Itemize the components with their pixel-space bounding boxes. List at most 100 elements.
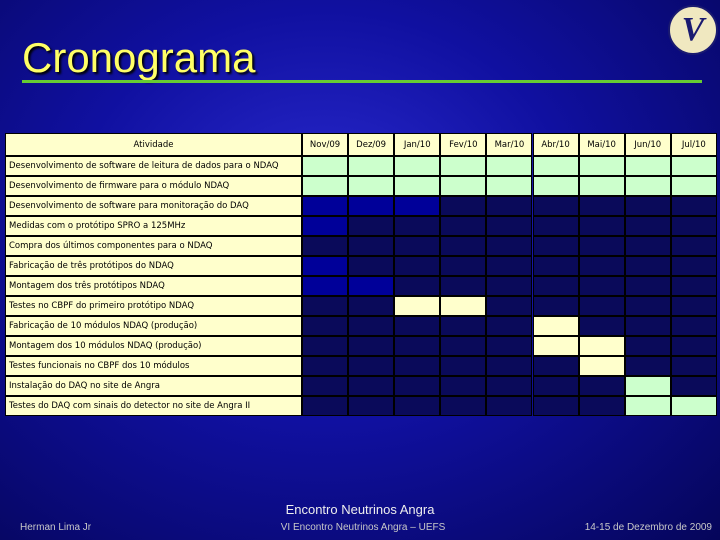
month-cell — [624, 396, 671, 416]
month-cell — [486, 216, 533, 236]
activity-cell: Fabricação de três protótipos do NDAQ — [5, 256, 302, 276]
column-header: Jun/10 — [624, 133, 671, 156]
month-cell — [624, 216, 671, 236]
month-cell — [532, 256, 579, 276]
column-header: Atividade — [5, 133, 302, 156]
month-cell — [486, 356, 533, 376]
column-header: Jul/10 — [670, 133, 717, 156]
month-cell — [670, 156, 717, 176]
month-cell — [578, 296, 625, 316]
month-cell — [394, 176, 441, 196]
month-cell — [624, 236, 671, 256]
month-cell — [440, 356, 487, 376]
month-cell — [578, 356, 625, 376]
activity-cell: Montagem dos três protótipos NDAQ — [5, 276, 302, 296]
month-cell — [440, 296, 487, 316]
month-cell — [348, 316, 395, 336]
month-cell — [394, 156, 441, 176]
month-cell — [348, 216, 395, 236]
month-cell — [670, 376, 717, 396]
month-cell — [532, 336, 579, 356]
month-cell — [670, 396, 717, 416]
month-cell — [440, 276, 487, 296]
month-cell — [624, 356, 671, 376]
month-cell — [670, 256, 717, 276]
month-cell — [624, 296, 671, 316]
column-header: Nov/09 — [302, 133, 349, 156]
month-cell — [578, 216, 625, 236]
month-cell — [532, 216, 579, 236]
month-cell — [670, 296, 717, 316]
month-cell — [670, 196, 717, 216]
activity-cell: Desenvolvimento de firmware para o módul… — [5, 176, 302, 196]
footer-event: Encontro Neutrinos Angra — [285, 502, 435, 517]
month-cell — [486, 316, 533, 336]
month-cell — [486, 296, 533, 316]
month-cell — [440, 156, 487, 176]
month-cell — [348, 356, 395, 376]
month-cell — [624, 336, 671, 356]
month-cell — [302, 396, 349, 416]
month-cell — [486, 396, 533, 416]
month-cell — [348, 156, 395, 176]
month-cell — [348, 256, 395, 276]
month-cell — [394, 376, 441, 396]
month-cell — [302, 256, 349, 276]
activity-cell: Montagem dos 10 módulos NDAQ (produção) — [5, 336, 302, 356]
activity-cell: Testes no CBPF do primeiro protótipo NDA… — [5, 296, 302, 316]
column-header: Dez/09 — [348, 133, 395, 156]
month-cell — [302, 216, 349, 236]
month-cell — [624, 196, 671, 216]
month-cell — [670, 356, 717, 376]
month-cell — [670, 276, 717, 296]
column-header: Abr/10 — [532, 133, 579, 156]
month-cell — [394, 356, 441, 376]
month-cell — [440, 376, 487, 396]
month-cell — [394, 316, 441, 336]
title-rule — [22, 80, 702, 83]
footer-author: Herman Lima Jr — [20, 522, 92, 533]
month-cell — [440, 336, 487, 356]
month-cell — [532, 296, 579, 316]
logo: V — [668, 5, 718, 55]
month-cell — [348, 236, 395, 256]
month-cell — [532, 176, 579, 196]
month-cell — [394, 216, 441, 236]
month-cell — [578, 236, 625, 256]
month-cell — [302, 276, 349, 296]
month-cell — [670, 236, 717, 256]
activity-cell: Instalação do DAQ no site de Angra — [5, 376, 302, 396]
month-cell — [670, 176, 717, 196]
month-cell — [440, 316, 487, 336]
activity-cell: Desenvolvimento de software para monitor… — [5, 196, 302, 216]
month-cell — [532, 396, 579, 416]
month-cell — [532, 156, 579, 176]
month-cell — [302, 156, 349, 176]
month-cell — [394, 276, 441, 296]
month-cell — [348, 336, 395, 356]
month-cell — [348, 196, 395, 216]
footer-conference: VI Encontro Neutrinos Angra – UEFS — [280, 522, 446, 533]
month-cell — [440, 196, 487, 216]
month-cell — [348, 376, 395, 396]
month-cell — [532, 276, 579, 296]
activity-cell: Desenvolvimento de software de leitura d… — [5, 156, 302, 176]
month-cell — [302, 176, 349, 196]
activity-cell: Compra dos últimos componentes para o ND… — [5, 236, 302, 256]
month-cell — [486, 336, 533, 356]
footer-date: 14-15 de Dezembro de 2009 — [584, 522, 712, 533]
activity-cell: Testes do DAQ com sinais do detector no … — [5, 396, 302, 416]
month-cell — [302, 376, 349, 396]
month-cell — [440, 236, 487, 256]
month-cell — [578, 176, 625, 196]
month-cell — [578, 196, 625, 216]
month-cell — [394, 336, 441, 356]
column-header: Jan/10 — [394, 133, 441, 156]
month-cell — [440, 216, 487, 236]
month-cell — [440, 256, 487, 276]
month-cell — [532, 236, 579, 256]
month-cell — [302, 356, 349, 376]
month-cell — [394, 396, 441, 416]
month-cell — [394, 196, 441, 216]
